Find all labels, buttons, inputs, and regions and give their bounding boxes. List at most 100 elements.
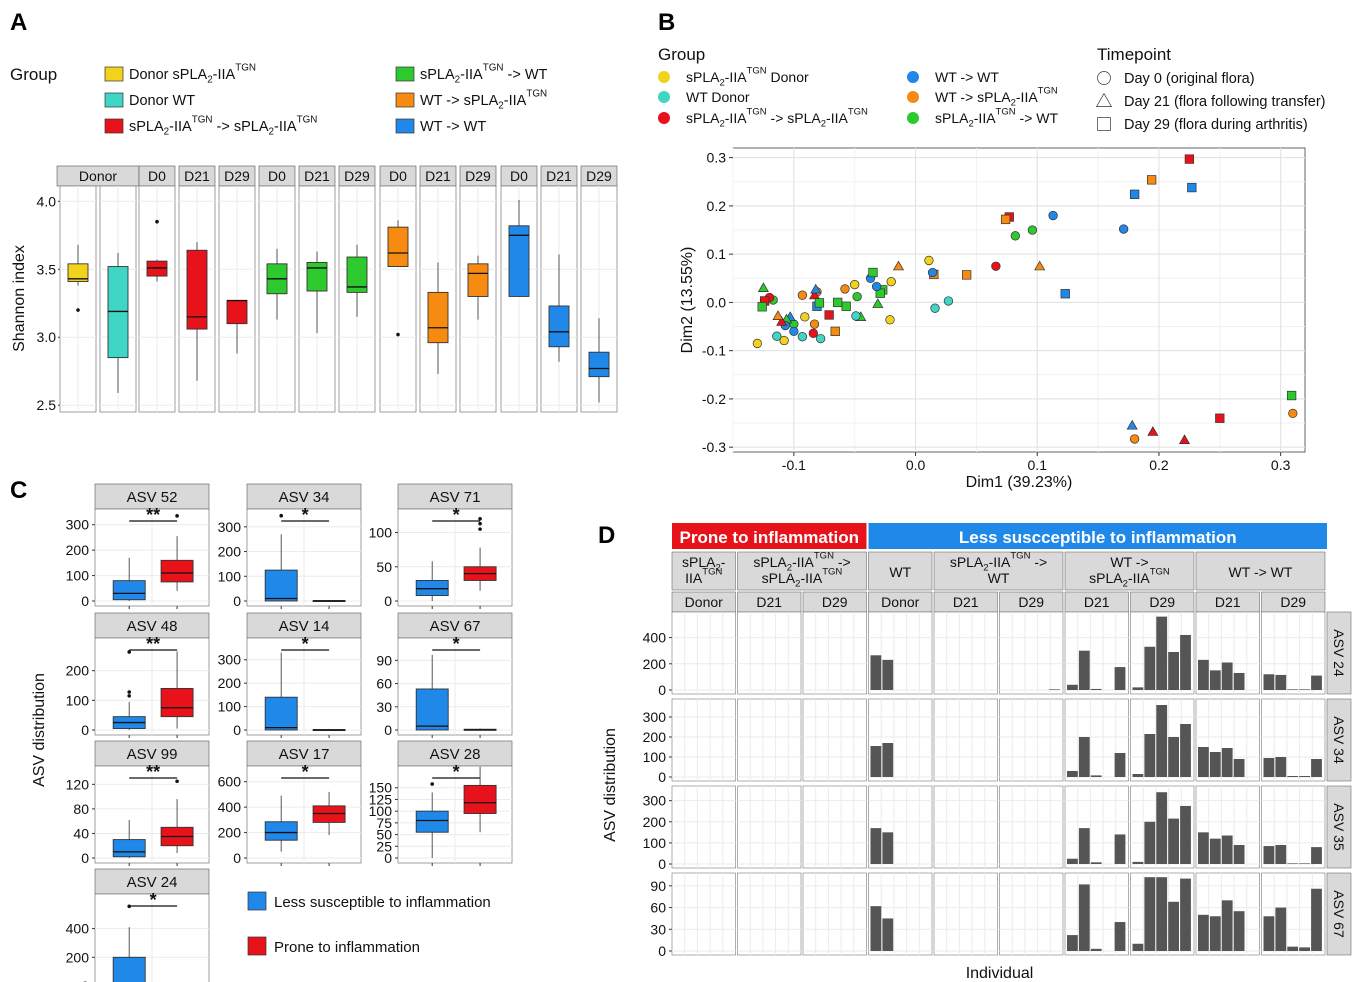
y-tick-label: 200 — [643, 729, 667, 745]
y-tick-label: 0 — [233, 593, 241, 609]
group-strip-label: WT -> — [1110, 554, 1148, 570]
plot-area — [732, 147, 1306, 453]
scatter-point — [1187, 182, 1197, 193]
scatter-point — [814, 298, 825, 308]
facet-panel — [802, 698, 867, 782]
facet-strip-label: ASV 71 — [430, 489, 481, 506]
bar — [1078, 884, 1090, 951]
label-part: 2 — [821, 119, 826, 130]
bar — [1221, 835, 1233, 864]
y-tick-label: 400 — [218, 799, 242, 815]
facet-strip-label: ASV 17 — [279, 746, 330, 763]
facet-strip-label: ASV 34 — [279, 489, 330, 506]
box — [264, 821, 298, 841]
facet-strip — [94, 868, 210, 895]
facet-grid — [999, 612, 1063, 694]
y-tick-label: 200 — [643, 656, 667, 672]
legend-label: Donor WT — [129, 93, 195, 109]
bar — [1180, 805, 1191, 864]
label-part: sPLA — [420, 67, 455, 83]
group-strip-label: WT -> WT — [1229, 564, 1293, 580]
bar — [1132, 943, 1144, 951]
subcol-strip-label: D29 — [1018, 594, 1044, 610]
subcol-strip-label: D29 — [822, 594, 848, 610]
outlier-point — [478, 521, 482, 526]
label-part: 2 — [269, 127, 274, 138]
facet-grid — [868, 699, 932, 781]
box — [264, 569, 298, 602]
subcol-strip-label: D21 — [756, 594, 782, 610]
scatter-point — [808, 328, 818, 338]
y-tick-label: 0 — [658, 943, 666, 959]
label-part: -IIA — [213, 67, 236, 83]
label-part: TGN — [235, 62, 256, 73]
legend-label: Day 29 (flora during arthritis) — [1124, 117, 1308, 133]
bar — [1233, 672, 1245, 690]
group-strip-label: sPLA2-IIATGN -> — [753, 551, 850, 574]
scatter-point — [1288, 408, 1298, 419]
boxplot-wt_spla — [387, 220, 409, 337]
bar — [1090, 948, 1102, 951]
box — [588, 351, 610, 378]
boxplot-prone — [160, 514, 194, 591]
y-tick-label: 100 — [369, 525, 393, 541]
scatter-point — [1147, 426, 1159, 436]
bar — [1287, 689, 1299, 690]
box — [67, 263, 89, 282]
y-tick-label: 150 — [369, 780, 393, 796]
boxplot-less-susceptible — [112, 557, 146, 601]
box — [346, 256, 368, 293]
boxplot-donor_spla — [67, 244, 89, 312]
legend-label: Prone to inflammation — [274, 939, 420, 956]
bar — [1067, 771, 1078, 777]
group-strip — [1195, 551, 1326, 591]
label-part: TGN — [192, 114, 213, 125]
y-tick-label: 300 — [218, 519, 242, 535]
y-tick-label: 400 — [66, 921, 90, 937]
row-strip — [1326, 872, 1352, 956]
facet-grid — [934, 699, 998, 781]
bar — [1067, 935, 1078, 951]
label-part: sPLA — [935, 110, 969, 126]
label-part: TGN — [747, 107, 767, 118]
outlier-point — [127, 650, 131, 654]
y-tick-label: 3.5 — [37, 261, 57, 277]
facet-strip-label: ASV 52 — [127, 489, 178, 506]
legend-label: Donor sPLA2-IIATGN — [129, 62, 256, 85]
outlier-point — [127, 904, 131, 909]
label-part: 2 — [498, 101, 503, 112]
scatter-point — [1129, 434, 1140, 444]
row-strip-label: ASV 35 — [1331, 803, 1347, 851]
scatter-point — [852, 291, 862, 302]
bar — [1299, 947, 1310, 951]
label-part: -IIA — [169, 119, 192, 135]
facet-strip — [397, 740, 513, 767]
facet-panel — [999, 785, 1064, 869]
outlier-point — [279, 513, 284, 518]
row-strip-label: ASV 67 — [1331, 890, 1347, 938]
legend-label: Less susceptible to inflammation — [274, 894, 491, 911]
legend-label: sPLA2-IIATGN -> WT — [935, 107, 1058, 130]
scatter-point — [833, 297, 843, 308]
x-tick-label: 0.1 — [1028, 457, 1048, 473]
legend-label: sPLA2-IIATGN -> sPLA2-IIATGN — [129, 114, 317, 137]
bar — [1311, 847, 1322, 864]
boxplot-prone — [312, 729, 346, 731]
x-tick-label: 0.3 — [1271, 457, 1291, 473]
bar — [1144, 646, 1156, 690]
group-strip-label: IIATGN — [685, 567, 722, 586]
boxplot-wt_spla — [427, 262, 449, 374]
bar — [1198, 659, 1209, 690]
facet-strip-label: D29 — [465, 168, 491, 184]
significance-label: * — [453, 762, 460, 782]
facet-panel — [671, 611, 736, 695]
label-part: TGN — [702, 567, 722, 578]
bar — [882, 918, 894, 951]
outlier-point — [396, 332, 400, 337]
y-tick-label: 0 — [384, 850, 392, 866]
facet-asv-24: ASV 24 0 200 400 * — [66, 868, 210, 982]
outlier-point — [155, 219, 159, 224]
x-tick-label: -0.1 — [782, 457, 806, 473]
scatter-point — [797, 332, 808, 342]
